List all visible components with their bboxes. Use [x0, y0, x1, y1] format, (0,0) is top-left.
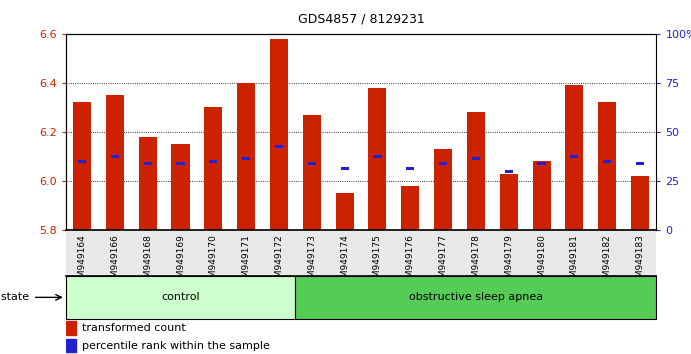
- Bar: [538, 162, 546, 165]
- Text: GSM949174: GSM949174: [340, 234, 349, 289]
- Bar: [176, 162, 184, 165]
- Bar: [631, 176, 649, 230]
- Bar: [73, 102, 91, 230]
- Bar: [401, 186, 419, 230]
- Text: GSM949176: GSM949176: [406, 234, 415, 289]
- Bar: [209, 160, 218, 163]
- Text: GSM949164: GSM949164: [77, 234, 86, 289]
- Text: control: control: [161, 292, 200, 302]
- Bar: [242, 158, 250, 160]
- Bar: [275, 145, 283, 148]
- Text: GSM949171: GSM949171: [242, 234, 251, 289]
- Text: GSM949182: GSM949182: [603, 234, 612, 289]
- Bar: [467, 112, 485, 230]
- Text: GSM949181: GSM949181: [570, 234, 579, 289]
- Bar: [144, 162, 152, 165]
- Bar: [565, 85, 583, 230]
- Bar: [295, 276, 656, 319]
- Bar: [533, 161, 551, 230]
- Text: GSM949178: GSM949178: [471, 234, 480, 289]
- Bar: [205, 107, 223, 230]
- Text: GSM949172: GSM949172: [274, 234, 283, 289]
- Text: GSM949173: GSM949173: [307, 234, 316, 289]
- Bar: [66, 321, 76, 335]
- Text: GSM949169: GSM949169: [176, 234, 185, 289]
- Bar: [336, 193, 354, 230]
- Bar: [66, 339, 76, 352]
- Text: GSM949177: GSM949177: [439, 234, 448, 289]
- Text: GDS4857 / 8129231: GDS4857 / 8129231: [298, 13, 424, 26]
- Bar: [78, 160, 86, 163]
- Bar: [66, 276, 295, 319]
- Bar: [603, 160, 612, 163]
- Bar: [472, 158, 480, 160]
- Bar: [341, 167, 349, 170]
- Bar: [406, 167, 415, 170]
- Bar: [171, 144, 189, 230]
- Text: GSM949168: GSM949168: [143, 234, 152, 289]
- Bar: [373, 155, 381, 158]
- Bar: [504, 170, 513, 173]
- Bar: [636, 162, 644, 165]
- Bar: [111, 155, 119, 158]
- Bar: [368, 88, 386, 230]
- Text: GSM949166: GSM949166: [111, 234, 120, 289]
- Bar: [570, 155, 578, 158]
- Text: GSM949179: GSM949179: [504, 234, 513, 289]
- Bar: [434, 149, 452, 230]
- Bar: [307, 162, 316, 165]
- Bar: [500, 173, 518, 230]
- Bar: [139, 137, 157, 230]
- Bar: [598, 102, 616, 230]
- Text: GSM949180: GSM949180: [537, 234, 546, 289]
- Text: GSM949170: GSM949170: [209, 234, 218, 289]
- Bar: [106, 95, 124, 230]
- Bar: [303, 115, 321, 230]
- Text: transformed count: transformed count: [82, 323, 186, 333]
- Text: percentile rank within the sample: percentile rank within the sample: [82, 341, 270, 350]
- Bar: [270, 39, 288, 230]
- Text: GSM949183: GSM949183: [636, 234, 645, 289]
- Bar: [439, 162, 447, 165]
- Text: disease state: disease state: [0, 292, 30, 302]
- Text: GSM949175: GSM949175: [373, 234, 382, 289]
- Text: obstructive sleep apnea: obstructive sleep apnea: [409, 292, 543, 302]
- Bar: [237, 83, 255, 230]
